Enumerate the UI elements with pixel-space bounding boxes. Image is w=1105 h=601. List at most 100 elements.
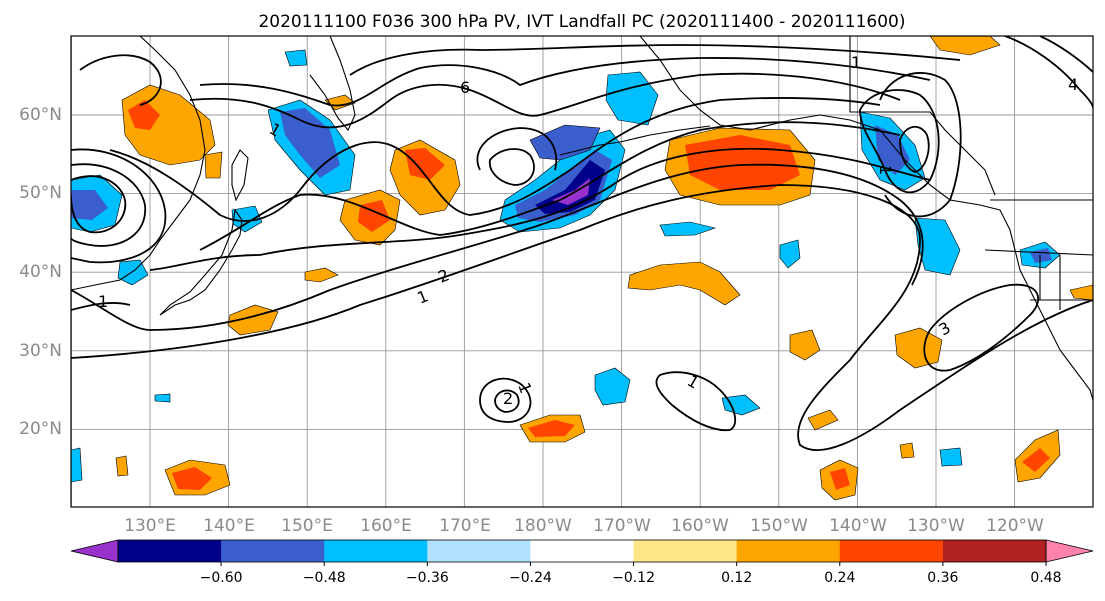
colorbar-segment xyxy=(221,540,325,562)
pv-contour xyxy=(349,44,961,76)
pv-contour xyxy=(189,72,901,129)
pv-contours xyxy=(71,36,1093,451)
negative-anomaly xyxy=(71,190,108,220)
colorbar: −0.60 −0.48 −0.36 −0.24 −0.12 0.12 0.24 0.36 0.4… xyxy=(70,539,1094,586)
lon-tick-label: 130°E xyxy=(124,516,176,536)
figure-title: 2020111100 F036 300 hPa PV, IVT Landfall… xyxy=(258,12,905,32)
pv-contour xyxy=(488,148,535,186)
negative-anomaly xyxy=(535,160,605,214)
colorbar-outline xyxy=(117,539,1047,563)
colorbar-tick-label: 0.36 xyxy=(927,570,958,586)
coastlines xyxy=(71,36,1093,401)
colorbar-segment xyxy=(324,540,428,562)
pv-contour xyxy=(479,377,532,423)
colorbar-segment xyxy=(942,540,1047,562)
colorbar-segment xyxy=(427,540,531,562)
colorbar-tick-label: 0.12 xyxy=(721,570,752,586)
colorbar-segment xyxy=(633,540,738,562)
alaska-canada-border xyxy=(849,36,996,196)
pv-contour xyxy=(71,148,167,264)
pv-contour xyxy=(109,97,881,222)
sakhalin-coastline xyxy=(231,149,249,202)
lat-tick-label: 40°N xyxy=(19,262,62,282)
contour-label: 1 xyxy=(851,53,861,72)
pv-contour xyxy=(71,163,924,331)
lat-tick-label: 30°N xyxy=(19,341,62,361)
colorbar-segment xyxy=(530,540,635,562)
colorbar-segments xyxy=(70,539,1094,563)
pv-contour xyxy=(71,175,127,234)
map-panel: 1 2 1 2 1 1 3 1 1 1 6 4 xyxy=(70,35,1094,508)
positive-anomaly xyxy=(830,468,850,490)
lat-tick-label: 60°N xyxy=(19,105,62,125)
contour-label: 4 xyxy=(1068,75,1078,94)
pv-contour xyxy=(899,126,930,173)
negative-anomaly xyxy=(280,108,340,178)
colorbar-segment xyxy=(736,540,841,562)
positive-anomaly xyxy=(172,467,212,490)
colorbar-tick-label: −0.12 xyxy=(612,570,655,586)
pv-contour xyxy=(149,147,931,271)
negative-anomaly xyxy=(117,259,149,286)
positive-anomaly xyxy=(115,455,129,477)
colorbar-tick-label: 0.48 xyxy=(1030,570,1061,586)
negative-anomaly xyxy=(875,125,910,175)
lon-tick-label: 150°W xyxy=(750,516,808,536)
lon-tick-label: 130°W xyxy=(907,516,965,536)
negative-anomaly xyxy=(779,239,801,269)
colorbar-segment xyxy=(118,540,222,562)
contour-labels: 1 2 1 2 1 1 3 1 1 1 6 4 xyxy=(98,53,1078,408)
contour-label: 1 xyxy=(876,165,895,175)
pv-contour xyxy=(71,163,146,247)
positive-anomaly xyxy=(627,261,741,306)
negative-anomaly xyxy=(529,124,601,161)
asia-coastline xyxy=(71,36,206,291)
lat-axis-labels: 60°N 50°N 40°N 30°N 20°N xyxy=(19,105,62,439)
negative-anomaly xyxy=(939,447,963,467)
pv-contour xyxy=(199,57,931,107)
lon-tick-label: 150°E xyxy=(281,516,333,536)
pv-contour xyxy=(879,72,962,218)
colorbar-segment xyxy=(839,540,944,562)
positive-anomaly xyxy=(1022,448,1050,472)
pv-contour xyxy=(476,127,558,171)
positive-anomaly xyxy=(405,148,445,180)
negative-anomaly xyxy=(721,394,761,416)
north-america-coastline xyxy=(999,209,1093,401)
positive-anomaly xyxy=(899,442,915,459)
negative-anomaly xyxy=(154,393,171,403)
shaded-anomalies xyxy=(71,36,1093,501)
japan-coastline xyxy=(159,208,243,316)
pv-contour xyxy=(923,283,1040,372)
positive-anomaly xyxy=(304,267,339,283)
lat-tick-label: 20°N xyxy=(19,419,62,439)
positive-anomaly xyxy=(789,329,821,361)
positive-anomaly xyxy=(929,36,1001,56)
colorbar-tick-label: −0.36 xyxy=(406,570,449,586)
colorbar-ticks: −0.60 −0.48 −0.36 −0.24 −0.12 0.12 0.24 0.36 0.4… xyxy=(200,562,1062,586)
pv-contour xyxy=(655,371,737,432)
negative-anomaly xyxy=(284,49,308,67)
contour-label: 1 xyxy=(98,292,108,311)
negative-anomaly xyxy=(71,447,83,483)
pv-contour xyxy=(71,302,131,311)
kamchatka-coastline xyxy=(309,36,356,132)
colorbar-tick-label: −0.60 xyxy=(200,570,243,586)
lon-tick-label: 180°W xyxy=(514,516,572,536)
positive-anomaly xyxy=(528,420,575,437)
map-frame xyxy=(70,35,1094,508)
positive-anomaly xyxy=(807,409,839,431)
alaska-coastline xyxy=(639,36,1001,211)
lon-tick-label: 170°E xyxy=(439,516,491,536)
pv-contour xyxy=(79,54,162,106)
pv-contour xyxy=(1039,36,1093,73)
negative-anomaly xyxy=(914,217,961,276)
lon-tick-label: 160°W xyxy=(671,516,729,536)
lon-tick-label: 140°E xyxy=(203,516,255,536)
pv-contour xyxy=(199,121,901,251)
negative-anomaly xyxy=(659,221,717,237)
lon-tick-label: 160°E xyxy=(360,516,412,536)
aleutian-islands xyxy=(559,125,711,156)
colorbar-tick-label: −0.48 xyxy=(303,570,346,586)
